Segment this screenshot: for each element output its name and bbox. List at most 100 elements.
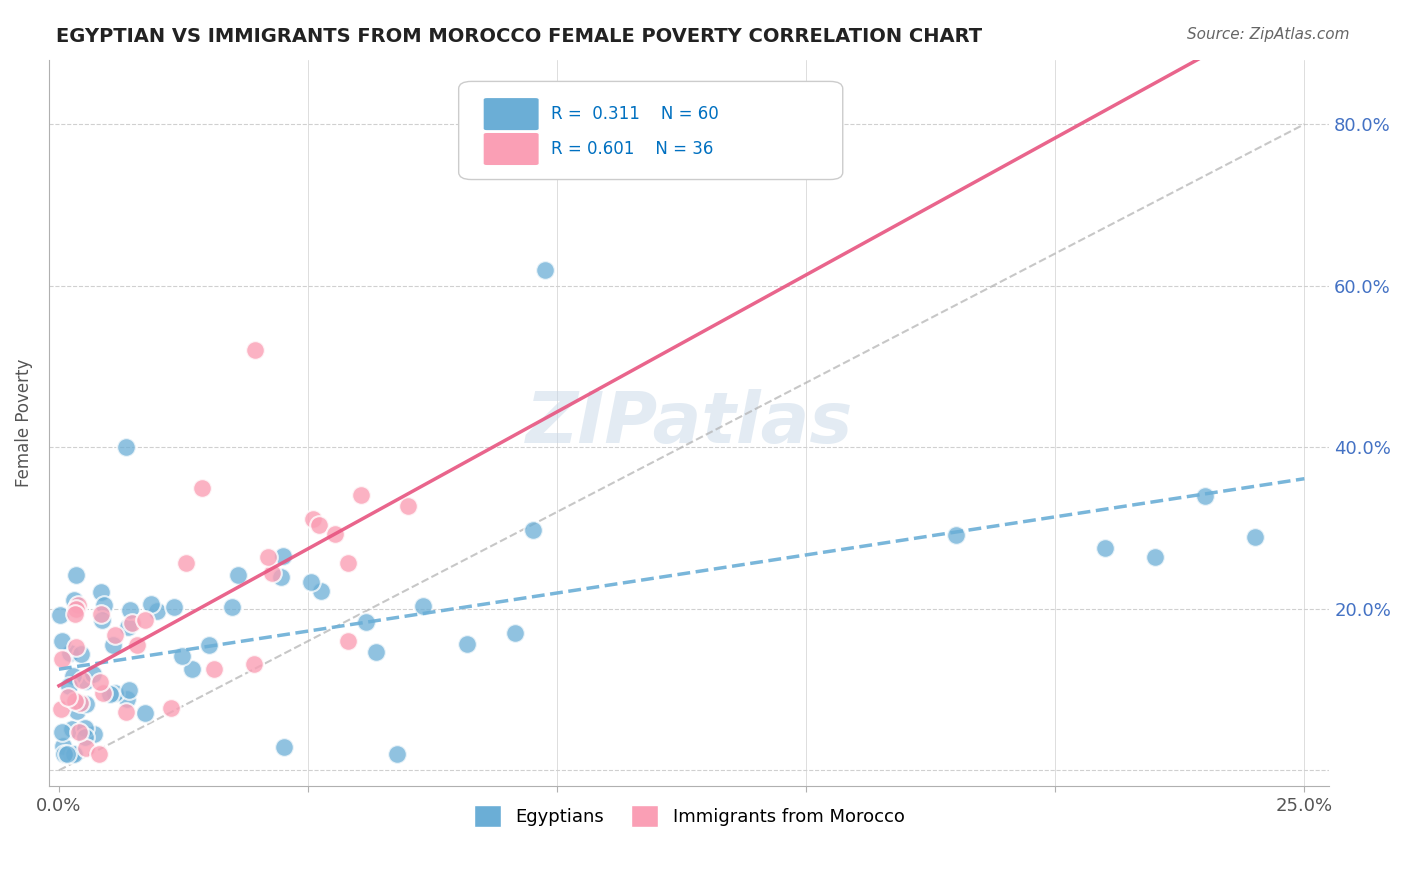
Point (59, 646, 82, 660)
Point (83, 727, 105, 741)
Point (299, 575, 322, 590)
FancyBboxPatch shape (484, 97, 540, 131)
Point (503, 626, 526, 640)
Point (190, 481, 212, 495)
Point (115, 692, 138, 706)
Point (121, 616, 143, 631)
Point (90, 584, 112, 599)
Point (70, 647, 93, 661)
Text: R =  0.311    N = 60: R = 0.311 N = 60 (551, 105, 718, 123)
Point (243, 343, 266, 358)
Point (301, 512, 323, 526)
Point (198, 638, 221, 652)
Text: Source: ZipAtlas.com: Source: ZipAtlas.com (1187, 27, 1350, 42)
Text: EGYPTIAN VS IMMIGRANTS FROM MOROCCO FEMALE POVERTY CORRELATION CHART: EGYPTIAN VS IMMIGRANTS FROM MOROCCO FEMA… (56, 27, 983, 45)
Point (51, 651, 73, 665)
Point (91, 613, 114, 627)
Point (67, 598, 90, 612)
Point (98, 687, 121, 701)
Point (58, 690, 80, 705)
Point (534, 262, 557, 277)
Text: R = 0.601    N = 36: R = 0.601 N = 36 (551, 140, 713, 158)
Point (336, 556, 359, 570)
Point (308, 518, 330, 533)
Y-axis label: Female Poverty: Female Poverty (15, 359, 32, 487)
Point (60, 722, 83, 736)
Point (309, 583, 332, 598)
Point (257, 549, 280, 564)
Point (65, 640, 87, 655)
Point (172, 649, 194, 664)
Point (66, 705, 89, 719)
Point (271, 549, 294, 563)
Point (91, 685, 114, 699)
Point (55, 747, 77, 761)
Point (73, 721, 96, 735)
Point (221, 600, 243, 615)
Point (385, 747, 408, 761)
Point (323, 527, 346, 541)
Point (67, 724, 90, 739)
Point (163, 600, 186, 615)
Point (522, 523, 544, 537)
Point (117, 620, 139, 634)
Point (65, 694, 87, 708)
Legend: Egyptians, Immigrants from Morocco: Egyptians, Immigrants from Morocco (465, 796, 914, 836)
Point (456, 637, 478, 651)
Point (62, 668, 84, 682)
Point (63, 607, 86, 622)
Point (75, 698, 97, 712)
Point (159, 701, 181, 715)
Point (75, 740, 97, 755)
Point (49, 608, 72, 623)
Point (103, 686, 125, 700)
FancyBboxPatch shape (458, 81, 842, 179)
Point (336, 634, 359, 648)
Point (75, 674, 97, 689)
Point (82, 666, 104, 681)
Point (262, 566, 284, 580)
Point (134, 613, 156, 627)
Point (366, 645, 388, 659)
Point (73, 730, 96, 744)
Point (72, 673, 94, 687)
Point (89, 747, 111, 761)
Point (63, 747, 86, 761)
Point (115, 440, 138, 454)
Point (945, 528, 967, 542)
Point (412, 599, 434, 613)
Point (202, 662, 225, 676)
Point (52, 747, 75, 761)
Point (93, 598, 115, 612)
Point (1094, 541, 1116, 556)
Point (63, 593, 86, 607)
Point (270, 570, 292, 584)
Point (354, 615, 377, 630)
Point (134, 706, 156, 721)
Point (90, 607, 112, 621)
Point (52, 739, 75, 753)
Point (243, 657, 266, 672)
Point (60, 747, 83, 761)
Point (118, 683, 141, 698)
Point (396, 500, 419, 514)
Point (65, 602, 87, 616)
Point (1243, 530, 1265, 544)
Text: ZIPatlas: ZIPatlas (526, 389, 853, 458)
Point (101, 638, 124, 652)
Point (174, 557, 197, 571)
Point (181, 663, 204, 677)
Point (65, 567, 87, 582)
Point (139, 597, 162, 611)
Point (125, 638, 148, 652)
FancyBboxPatch shape (484, 132, 540, 166)
Point (104, 628, 127, 642)
Point (51, 725, 73, 739)
Point (51, 633, 73, 648)
Point (51, 702, 73, 716)
Point (350, 488, 373, 502)
Point (273, 739, 295, 754)
Point (114, 705, 136, 719)
Point (118, 603, 141, 617)
Point (1143, 549, 1166, 564)
